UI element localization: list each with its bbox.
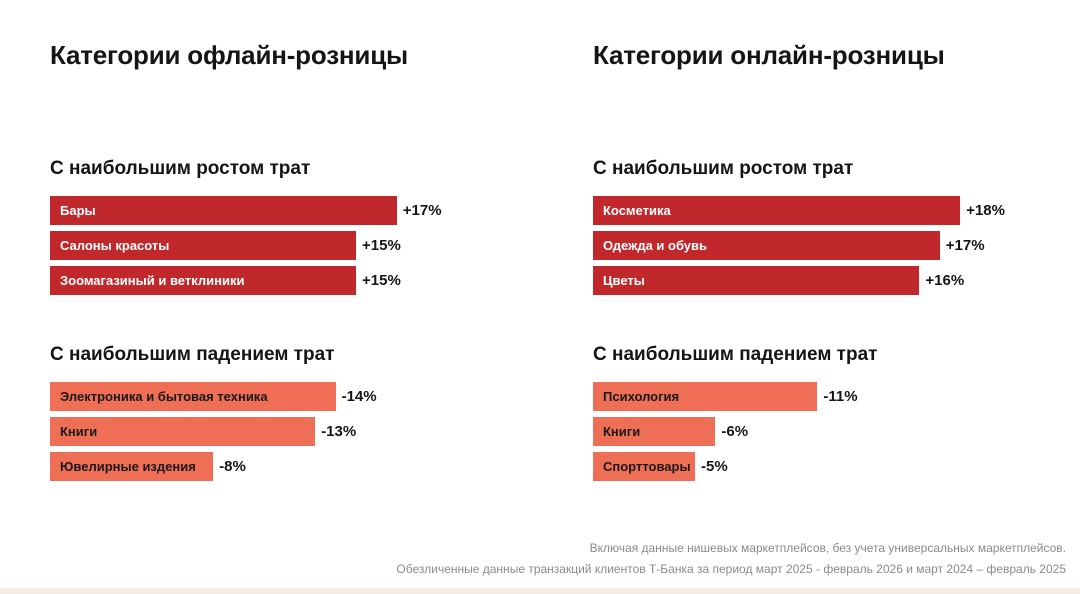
bar-value-decline-2: -5%	[701, 458, 728, 475]
bar-label-growth-2: Цветы	[603, 273, 645, 288]
bar-growth-1: Салоны красоты	[50, 231, 356, 260]
offline-decline-title: С наибольшим падением трат	[50, 344, 335, 365]
bar-row-decline-2: Ювелирные издения -8%	[50, 452, 530, 481]
bar-label-growth-1: Одежда и обувь	[603, 238, 708, 253]
bar-growth-0: Косметика	[593, 196, 961, 225]
bar-label-growth-2: Зоомагазиный и ветклиники	[60, 273, 245, 288]
bar-decline-2: Ювелирные издения	[50, 452, 214, 481]
online-retail-panel: Категории онлайн-розницы С наибольшим ро…	[593, 0, 1073, 520]
bar-growth-2: Зоомагазиный и ветклиники	[50, 266, 356, 295]
offline-decline-bars: Электроника и бытовая техника -14% Книги -1…	[50, 382, 530, 487]
online-growth-bars: Косметика +18% Одежда и обувь +17% Цветы +16%	[593, 196, 1073, 301]
bar-row-decline-1: Книги -6%	[593, 417, 1073, 446]
online-panel-title: Категории онлайн-розницы	[593, 40, 945, 70]
bar-decline-0: Электроника и бытовая техника	[50, 382, 336, 411]
bar-label-decline-0: Электроника и бытовая техника	[60, 389, 268, 404]
bar-label-growth-1: Салоны красоты	[60, 238, 170, 253]
footnote: Включая данные нишевых маркетплейсов, бе…	[396, 538, 1066, 580]
bar-row-decline-2: Спорттовары -5%	[593, 452, 1073, 481]
bar-row-growth-0: Косметика +18%	[593, 196, 1073, 225]
offline-panel-title: Категории офлайн-розницы	[50, 40, 409, 70]
bar-value-growth-0: +18%	[966, 202, 1005, 219]
bar-growth-0: Бары	[50, 196, 397, 225]
bar-label-decline-1: Книги	[60, 424, 98, 439]
bar-value-growth-1: +15%	[362, 237, 401, 254]
bar-value-decline-2: -8%	[219, 458, 246, 475]
bar-value-growth-1: +17%	[945, 237, 985, 254]
bar-value-decline-0: -14%	[341, 388, 377, 405]
offline-retail-panel: Категории офлайн-розницы С наибольшим ро…	[50, 0, 550, 520]
bar-decline-1: Книги	[50, 417, 316, 446]
online-growth-title: С наибольшим ростом трат	[593, 158, 854, 179]
bar-decline-0: Психология	[593, 382, 818, 411]
bar-row-growth-1: Салоны красоты +15%	[50, 231, 530, 260]
bar-label-growth-0: Бары	[60, 203, 96, 218]
bar-value-growth-2: +15%	[362, 272, 401, 289]
bar-value-decline-1: -6%	[721, 423, 749, 440]
bar-value-growth-2: +16%	[925, 272, 965, 289]
bar-label-decline-1: Книги	[603, 424, 641, 439]
bar-decline-2: Спорттовары	[593, 452, 695, 481]
bar-row-decline-0: Электроника и бытовая техника -14%	[50, 382, 530, 411]
bar-row-decline-0: Психология -11%	[593, 382, 1073, 411]
bar-value-decline-0: -11%	[823, 388, 858, 405]
bottom-strip	[0, 588, 1080, 594]
bar-label-growth-0: Косметика	[603, 203, 671, 218]
online-decline-bars: Психология -11% Книги -6% Спорттовары -5%	[593, 382, 1073, 487]
bar-value-growth-0: +17%	[402, 202, 442, 219]
bar-growth-2: Цветы	[593, 266, 920, 295]
bar-row-growth-2: Зоомагазиный и ветклиники +15%	[50, 266, 530, 295]
footnote-line-1: Включая данные нишевых маркетплейсов, бе…	[589, 541, 1066, 555]
bar-row-growth-0: Бары +17%	[50, 196, 530, 225]
bar-label-decline-0: Психология	[603, 389, 680, 404]
bar-decline-1: Книги	[593, 417, 716, 446]
online-decline-title: С наибольшим падением трат	[593, 344, 878, 365]
bar-value-decline-1: -13%	[321, 423, 357, 440]
bar-row-growth-1: Одежда и обувь +17%	[593, 231, 1073, 260]
bar-growth-1: Одежда и обувь	[593, 231, 940, 260]
bar-label-decline-2: Спорттовары	[603, 459, 691, 474]
footnote-line-2: Обезличенные данные транзакций клиентов …	[396, 562, 1066, 576]
bar-row-growth-2: Цветы +16%	[593, 266, 1073, 295]
offline-growth-title: С наибольшим ростом трат	[50, 158, 311, 179]
bar-row-decline-1: Книги -13%	[50, 417, 530, 446]
bar-label-decline-2: Ювелирные издения	[60, 459, 196, 474]
offline-growth-bars: Бары +17% Салоны красоты +15% Зоомагазиный и…	[50, 196, 530, 301]
